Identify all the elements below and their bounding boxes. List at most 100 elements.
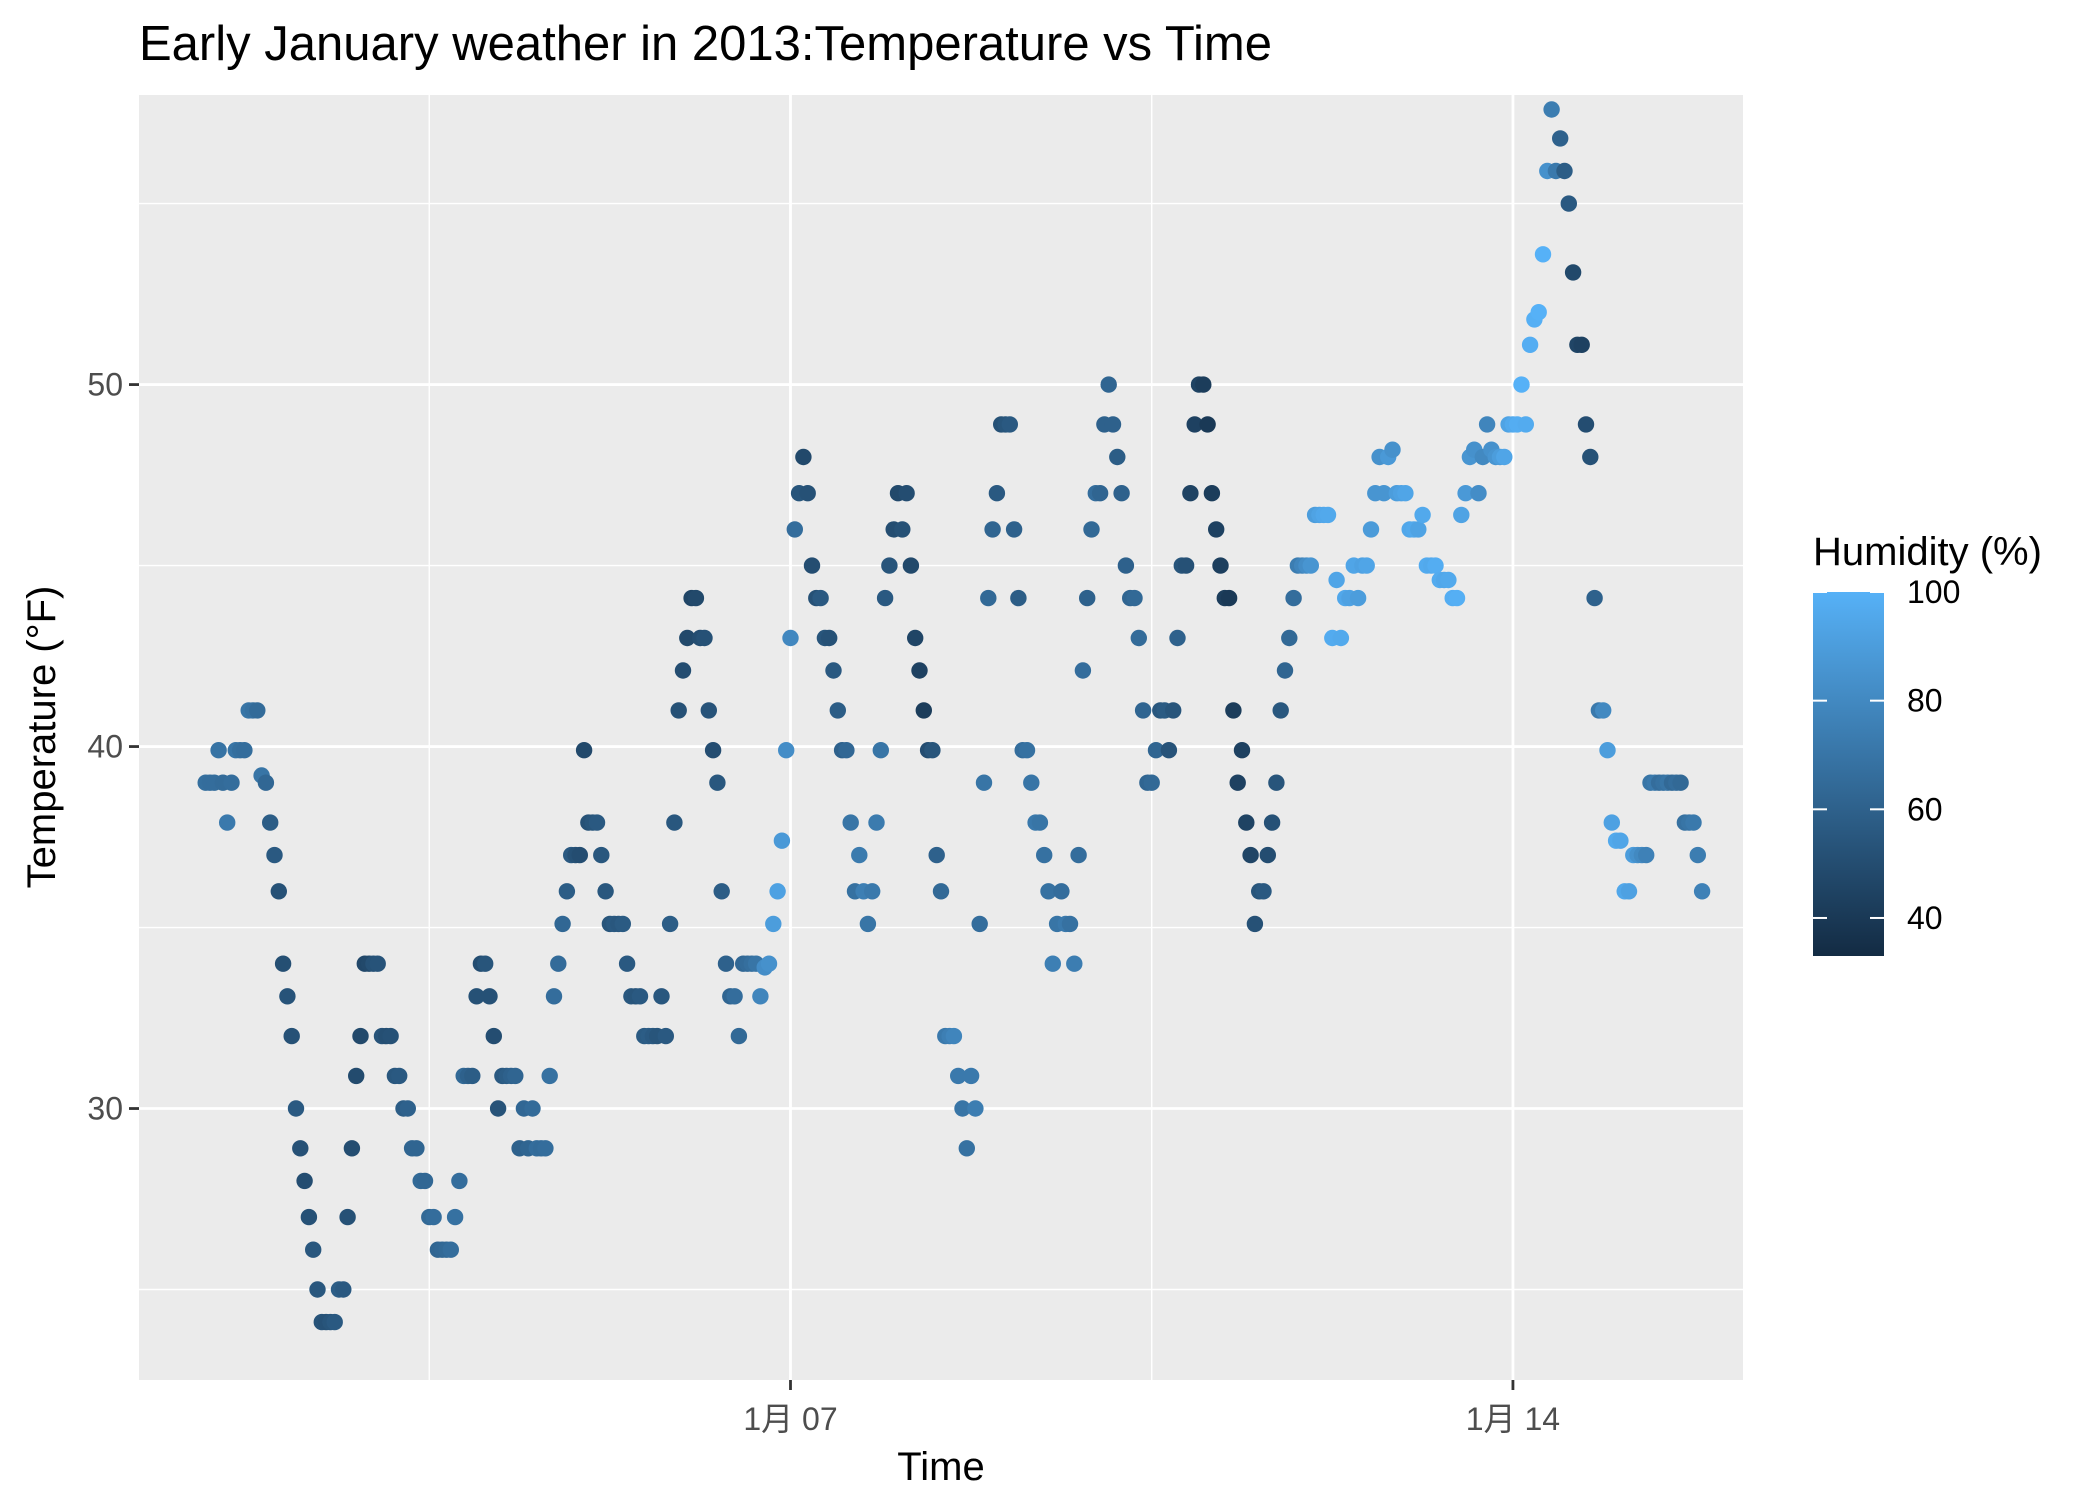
data-point xyxy=(778,742,795,759)
data-point xyxy=(894,521,911,538)
data-point xyxy=(236,742,253,759)
data-point xyxy=(1177,557,1195,574)
data-point xyxy=(1564,264,1582,281)
data-point xyxy=(1595,702,1612,719)
data-point xyxy=(864,883,881,900)
data-point xyxy=(1061,915,1079,933)
x-tick-label: 1月 07 xyxy=(743,1401,837,1437)
data-point xyxy=(1044,955,1062,972)
data-point xyxy=(1689,846,1707,864)
data-point xyxy=(838,742,855,759)
data-point xyxy=(262,814,279,831)
data-point xyxy=(687,589,705,607)
data-point xyxy=(786,521,803,538)
data-point xyxy=(1362,521,1380,538)
data-point xyxy=(984,521,1001,538)
data-point xyxy=(223,774,240,791)
data-point xyxy=(1053,883,1070,900)
data-point xyxy=(296,1172,313,1190)
data-point xyxy=(1556,162,1573,180)
data-point xyxy=(631,988,649,1005)
data-point xyxy=(1182,485,1199,502)
data-point xyxy=(348,1067,365,1085)
data-point xyxy=(1233,742,1251,759)
data-point xyxy=(760,955,778,972)
data-point xyxy=(1397,485,1414,502)
x-axis: 1月 07 1月 14 xyxy=(743,1380,1560,1437)
data-point xyxy=(1083,521,1100,538)
data-point xyxy=(1470,485,1487,502)
data-point xyxy=(219,814,236,831)
data-point xyxy=(481,988,498,1005)
data-point xyxy=(1079,589,1096,607)
data-point xyxy=(382,1027,399,1045)
data-point xyxy=(924,742,941,759)
data-point xyxy=(541,1067,558,1085)
data-point xyxy=(416,1172,434,1190)
data-point xyxy=(468,988,485,1005)
data-point xyxy=(1143,774,1160,791)
data-point xyxy=(1242,846,1259,864)
data-point xyxy=(442,1241,459,1258)
data-point xyxy=(709,774,726,791)
data-point xyxy=(537,1140,554,1157)
data-point xyxy=(704,742,722,759)
data-point xyxy=(782,629,799,647)
data-point xyxy=(507,1067,524,1085)
data-point xyxy=(1603,814,1621,831)
data-point xyxy=(274,955,292,972)
data-point xyxy=(1147,742,1165,759)
data-point xyxy=(571,846,588,864)
data-point xyxy=(1268,774,1285,791)
data-point xyxy=(980,589,997,607)
data-point xyxy=(1496,448,1513,466)
data-point xyxy=(339,1208,356,1226)
data-point xyxy=(326,1313,343,1331)
data-point xyxy=(1448,589,1466,607)
y-axis-title: Temperature (°F) xyxy=(20,586,64,889)
chart-title: Early January weather in 2013:Temperatur… xyxy=(139,17,1272,71)
data-point xyxy=(954,1100,971,1117)
data-point xyxy=(1246,915,1264,933)
data-point xyxy=(1685,814,1702,831)
data-point xyxy=(765,915,782,933)
data-point xyxy=(812,589,829,607)
data-point xyxy=(1203,485,1221,502)
data-point xyxy=(975,774,993,791)
data-point xyxy=(257,774,275,791)
data-point xyxy=(554,915,571,933)
legend-title: Humidity (%) xyxy=(1813,530,2042,574)
data-point xyxy=(928,846,945,864)
data-points xyxy=(197,101,1711,1331)
data-point xyxy=(1517,416,1535,433)
data-point xyxy=(1552,130,1569,147)
data-point xyxy=(696,629,713,647)
data-point xyxy=(851,846,868,864)
legend-colorbar xyxy=(1813,592,1884,956)
data-point xyxy=(1358,557,1375,574)
data-point xyxy=(266,846,283,864)
data-point xyxy=(1319,506,1337,524)
data-point xyxy=(575,742,593,759)
data-point xyxy=(489,1100,507,1117)
data-point xyxy=(1582,448,1599,466)
data-point xyxy=(343,1140,361,1157)
data-point xyxy=(1169,629,1186,647)
data-point xyxy=(283,1027,300,1045)
data-point xyxy=(971,915,988,933)
data-point xyxy=(657,1027,674,1045)
data-point xyxy=(391,1067,408,1085)
y-axis: 30 40 50 xyxy=(87,367,139,1127)
data-point xyxy=(653,988,670,1005)
data-point xyxy=(1225,702,1242,719)
data-point xyxy=(558,883,576,900)
data-point xyxy=(1001,416,1018,433)
data-point xyxy=(1109,448,1126,466)
data-point xyxy=(305,1241,322,1258)
data-point xyxy=(524,1100,541,1117)
data-point xyxy=(1113,485,1130,502)
data-point xyxy=(1375,485,1393,502)
data-point xyxy=(446,1208,464,1226)
data-point xyxy=(1478,416,1496,433)
data-point xyxy=(1238,814,1255,831)
